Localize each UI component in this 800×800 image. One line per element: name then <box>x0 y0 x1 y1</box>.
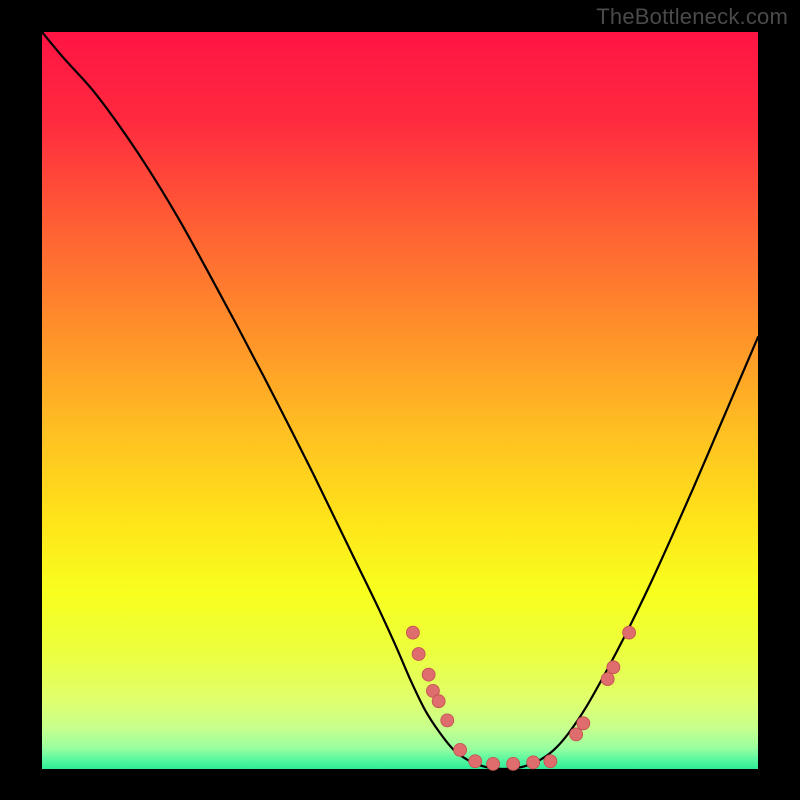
curve-marker <box>601 673 614 686</box>
curve-marker <box>607 661 620 674</box>
curve-marker <box>454 743 467 756</box>
curve-marker <box>623 626 636 639</box>
curve-marker <box>577 717 590 730</box>
curve-marker <box>432 695 445 708</box>
curve-marker <box>441 714 454 727</box>
curve-marker <box>507 757 520 770</box>
chart-stage: TheBottleneck.com <box>0 0 800 800</box>
curve-marker <box>412 648 425 661</box>
bottleneck-chart <box>0 0 800 800</box>
curve-marker <box>487 757 500 770</box>
curve-marker <box>527 756 540 769</box>
plot-background <box>42 32 758 769</box>
curve-marker <box>422 668 435 681</box>
curve-marker <box>544 755 557 768</box>
watermark-text: TheBottleneck.com <box>596 4 788 30</box>
curve-marker <box>406 626 419 639</box>
curve-marker <box>570 728 583 741</box>
curve-marker <box>469 755 482 768</box>
